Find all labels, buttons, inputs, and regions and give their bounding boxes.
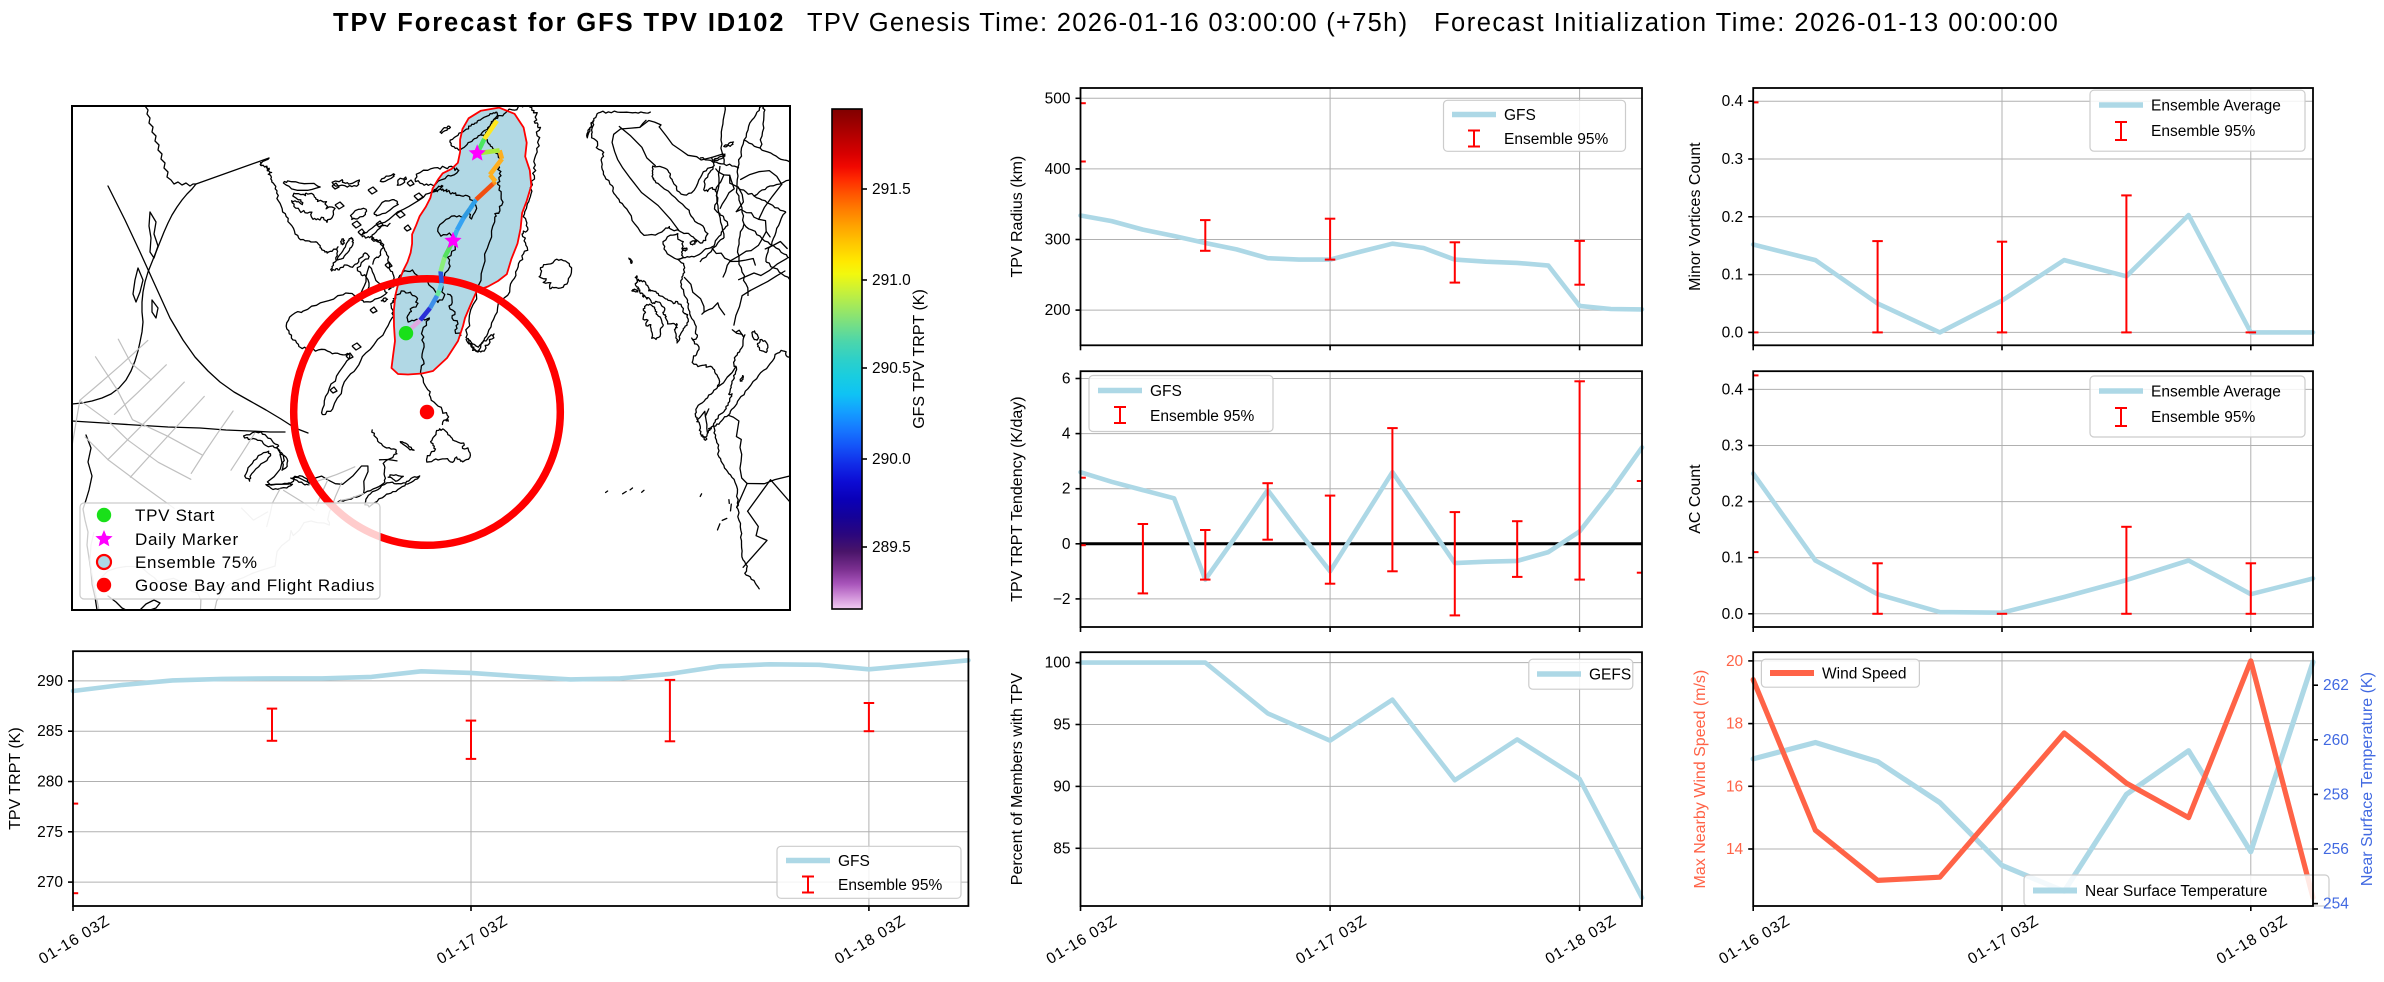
svg-text:290: 290 bbox=[37, 673, 63, 690]
svg-text:0.4: 0.4 bbox=[1722, 381, 1744, 398]
svg-text:0: 0 bbox=[1062, 536, 1071, 553]
svg-text:GFS TPV TRPT (K): GFS TPV TRPT (K) bbox=[911, 289, 928, 429]
svg-text:Max Nearby Wind Speed (m/s): Max Nearby Wind Speed (m/s) bbox=[1692, 670, 1709, 889]
svg-text:Forecast Initialization Time:: Forecast Initialization Time: 2026-01-13… bbox=[1434, 9, 2059, 37]
svg-text:18: 18 bbox=[1726, 716, 1743, 733]
svg-text:Ensemble Average: Ensemble Average bbox=[2151, 98, 2281, 115]
svg-text:Goose Bay and Flight Radius: Goose Bay and Flight Radius bbox=[135, 576, 375, 595]
svg-text:Ensemble 95%: Ensemble 95% bbox=[838, 877, 942, 894]
svg-text:Near Surface Temperature (K): Near Surface Temperature (K) bbox=[2359, 672, 2376, 886]
svg-text:300: 300 bbox=[1045, 232, 1071, 249]
svg-text:0.0: 0.0 bbox=[1722, 606, 1744, 623]
svg-text:90: 90 bbox=[1053, 778, 1071, 795]
svg-text:Ensemble 95%: Ensemble 95% bbox=[1504, 131, 1608, 148]
svg-text:95: 95 bbox=[1053, 717, 1070, 734]
svg-text:−2: −2 bbox=[1053, 591, 1071, 608]
svg-text:TPV TRPT Tendency (K/day): TPV TRPT Tendency (K/day) bbox=[1009, 396, 1026, 601]
svg-text:TPV TRPT (K): TPV TRPT (K) bbox=[7, 727, 24, 830]
svg-text:Ensemble 95%: Ensemble 95% bbox=[1150, 408, 1254, 425]
svg-text:GEFS: GEFS bbox=[1589, 667, 1631, 684]
svg-text:GFS: GFS bbox=[1504, 107, 1536, 124]
svg-text:6: 6 bbox=[1062, 371, 1071, 388]
svg-text:258: 258 bbox=[2323, 786, 2349, 803]
svg-text:Ensemble 95%: Ensemble 95% bbox=[2151, 123, 2255, 140]
svg-text:Ensemble Average: Ensemble Average bbox=[2151, 384, 2281, 401]
svg-text:290.5: 290.5 bbox=[872, 360, 911, 377]
svg-text:280: 280 bbox=[37, 774, 63, 791]
svg-text:Daily Marker: Daily Marker bbox=[135, 530, 239, 549]
svg-text:500: 500 bbox=[1045, 90, 1071, 107]
svg-text:Ensemble 75%: Ensemble 75% bbox=[135, 553, 258, 572]
svg-text:200: 200 bbox=[1045, 302, 1071, 319]
svg-text:290.0: 290.0 bbox=[872, 451, 911, 468]
svg-text:0.2: 0.2 bbox=[1722, 209, 1744, 226]
svg-text:260: 260 bbox=[2323, 732, 2349, 749]
svg-text:254: 254 bbox=[2323, 896, 2349, 913]
svg-text:0.1: 0.1 bbox=[1722, 267, 1744, 284]
svg-text:Minor Vortices Count: Minor Vortices Count bbox=[1687, 142, 1704, 291]
svg-text:275: 275 bbox=[37, 824, 63, 841]
svg-text:GFS: GFS bbox=[838, 853, 870, 870]
svg-text:20: 20 bbox=[1726, 653, 1744, 670]
svg-text:Near Surface Temperature: Near Surface Temperature bbox=[2085, 883, 2267, 900]
svg-text:14: 14 bbox=[1726, 841, 1744, 858]
svg-text:289.5: 289.5 bbox=[872, 539, 911, 556]
svg-text:Ensemble 95%: Ensemble 95% bbox=[2151, 409, 2255, 426]
svg-text:TPV Start: TPV Start bbox=[135, 506, 215, 525]
svg-text:0.3: 0.3 bbox=[1722, 438, 1744, 455]
svg-text:85: 85 bbox=[1053, 840, 1070, 857]
svg-text:0.3: 0.3 bbox=[1722, 151, 1744, 168]
svg-text:2: 2 bbox=[1062, 481, 1071, 498]
svg-text:16: 16 bbox=[1726, 778, 1743, 795]
svg-text:0.1: 0.1 bbox=[1722, 550, 1744, 567]
svg-text:291.0: 291.0 bbox=[872, 272, 911, 289]
svg-text:291.5: 291.5 bbox=[872, 181, 911, 198]
svg-text:Percent of Members with TPV: Percent of Members with TPV bbox=[1009, 673, 1026, 886]
svg-text:GFS: GFS bbox=[1150, 383, 1182, 400]
svg-text:0.2: 0.2 bbox=[1722, 494, 1744, 511]
svg-text:400: 400 bbox=[1045, 161, 1071, 178]
svg-text:AC Count: AC Count bbox=[1687, 464, 1704, 534]
svg-text:285: 285 bbox=[37, 723, 63, 740]
svg-text:256: 256 bbox=[2323, 841, 2349, 858]
svg-text:100: 100 bbox=[1045, 655, 1071, 672]
svg-text:0.0: 0.0 bbox=[1722, 324, 1744, 341]
svg-text:0.4: 0.4 bbox=[1722, 93, 1744, 110]
svg-text:TPV Genesis Time: 2026-01-16 0: TPV Genesis Time: 2026-01-16 03:00:00 (+… bbox=[807, 9, 1408, 37]
svg-text:Wind Speed: Wind Speed bbox=[1822, 666, 1906, 683]
svg-text:262: 262 bbox=[2323, 677, 2349, 694]
svg-text:TPV Radius (km): TPV Radius (km) bbox=[1009, 156, 1026, 278]
svg-text:4: 4 bbox=[1062, 426, 1071, 443]
svg-text:TPV Forecast for GFS TPV ID102: TPV Forecast for GFS TPV ID102 bbox=[333, 9, 785, 37]
svg-text:270: 270 bbox=[37, 874, 63, 891]
